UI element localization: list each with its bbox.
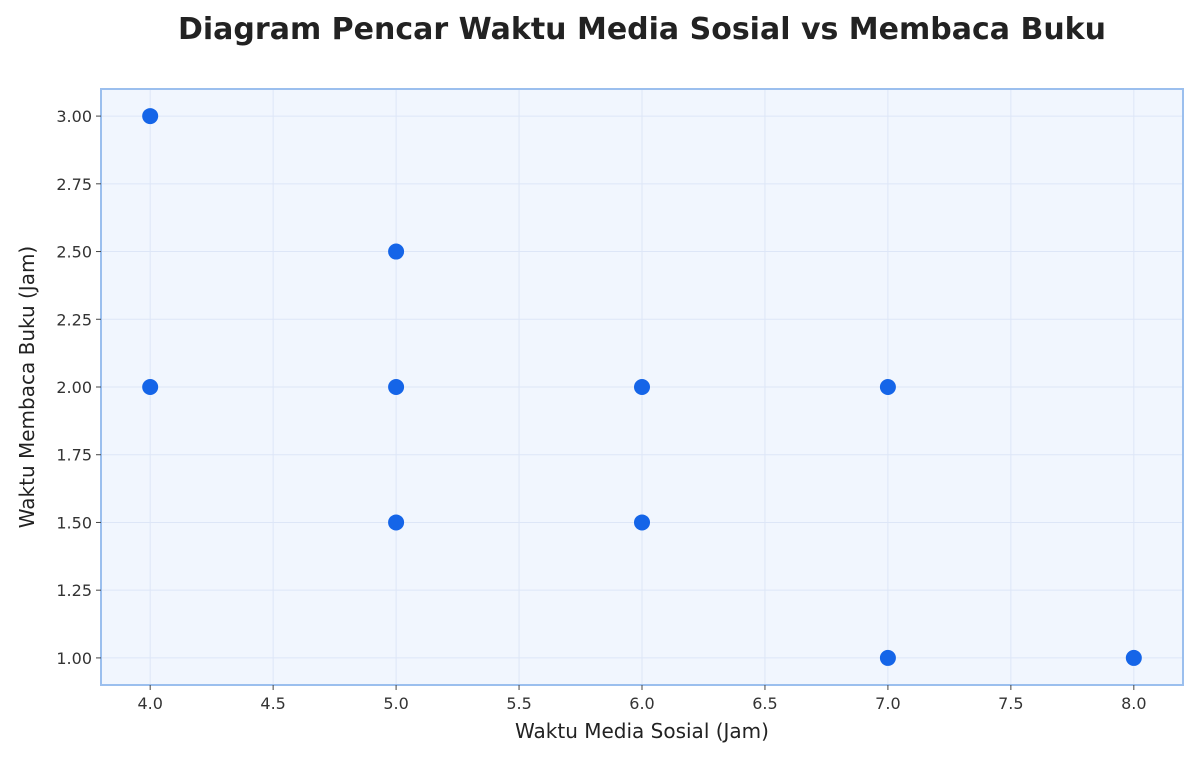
x-tick-label: 5.0 (383, 694, 408, 713)
x-tick-label: 6.5 (752, 694, 777, 713)
chart-title: Diagram Pencar Waktu Media Sosial vs Mem… (178, 12, 1106, 47)
scatter-point (142, 379, 159, 395)
x-tick-label: 4.0 (137, 694, 162, 713)
data-points (142, 108, 1142, 666)
scatter-point (388, 379, 405, 395)
y-tick-label: 2.75 (56, 175, 92, 194)
scatter-point (634, 514, 650, 531)
x-tick-label: 6.0 (629, 694, 654, 713)
y-tick-label: 1.50 (56, 513, 92, 532)
y-tick-label: 1.25 (56, 581, 92, 600)
y-tick-label: 2.00 (56, 378, 92, 397)
scatter-point (879, 649, 896, 666)
x-tick-label: 4.5 (260, 694, 285, 713)
y-tick-label: 3.00 (56, 107, 92, 126)
scatter-point (142, 108, 159, 125)
y-tick-label: 1.00 (56, 649, 92, 668)
scatter-point (634, 379, 650, 395)
x-axis-label: Waktu Media Sosial (Jam) (515, 719, 769, 743)
x-tick-label: 7.0 (875, 694, 900, 713)
y-axis-label: Waktu Membaca Buku (Jam) (15, 246, 39, 528)
scatter-point (388, 514, 405, 531)
x-tick-label: 8.0 (1121, 694, 1146, 713)
x-axis-ticks: 4.0 4.5 5.0 5.5 6.0 6.5 7.0 7.5 8.0 (137, 685, 1147, 713)
x-tick-label: 5.5 (506, 694, 531, 713)
y-tick-label: 2.25 (56, 310, 92, 329)
scatter-point (388, 243, 405, 260)
y-tick-label: 1.75 (56, 446, 92, 465)
y-axis-ticks: 1.00 1.25 1.50 1.75 2.00 2.25 2.50 2.75 3.00 (56, 107, 101, 668)
scatter-point (879, 379, 896, 395)
x-tick-label: 7.5 (998, 694, 1023, 713)
scatter-point (1125, 649, 1142, 666)
y-tick-label: 2.50 (56, 243, 92, 262)
